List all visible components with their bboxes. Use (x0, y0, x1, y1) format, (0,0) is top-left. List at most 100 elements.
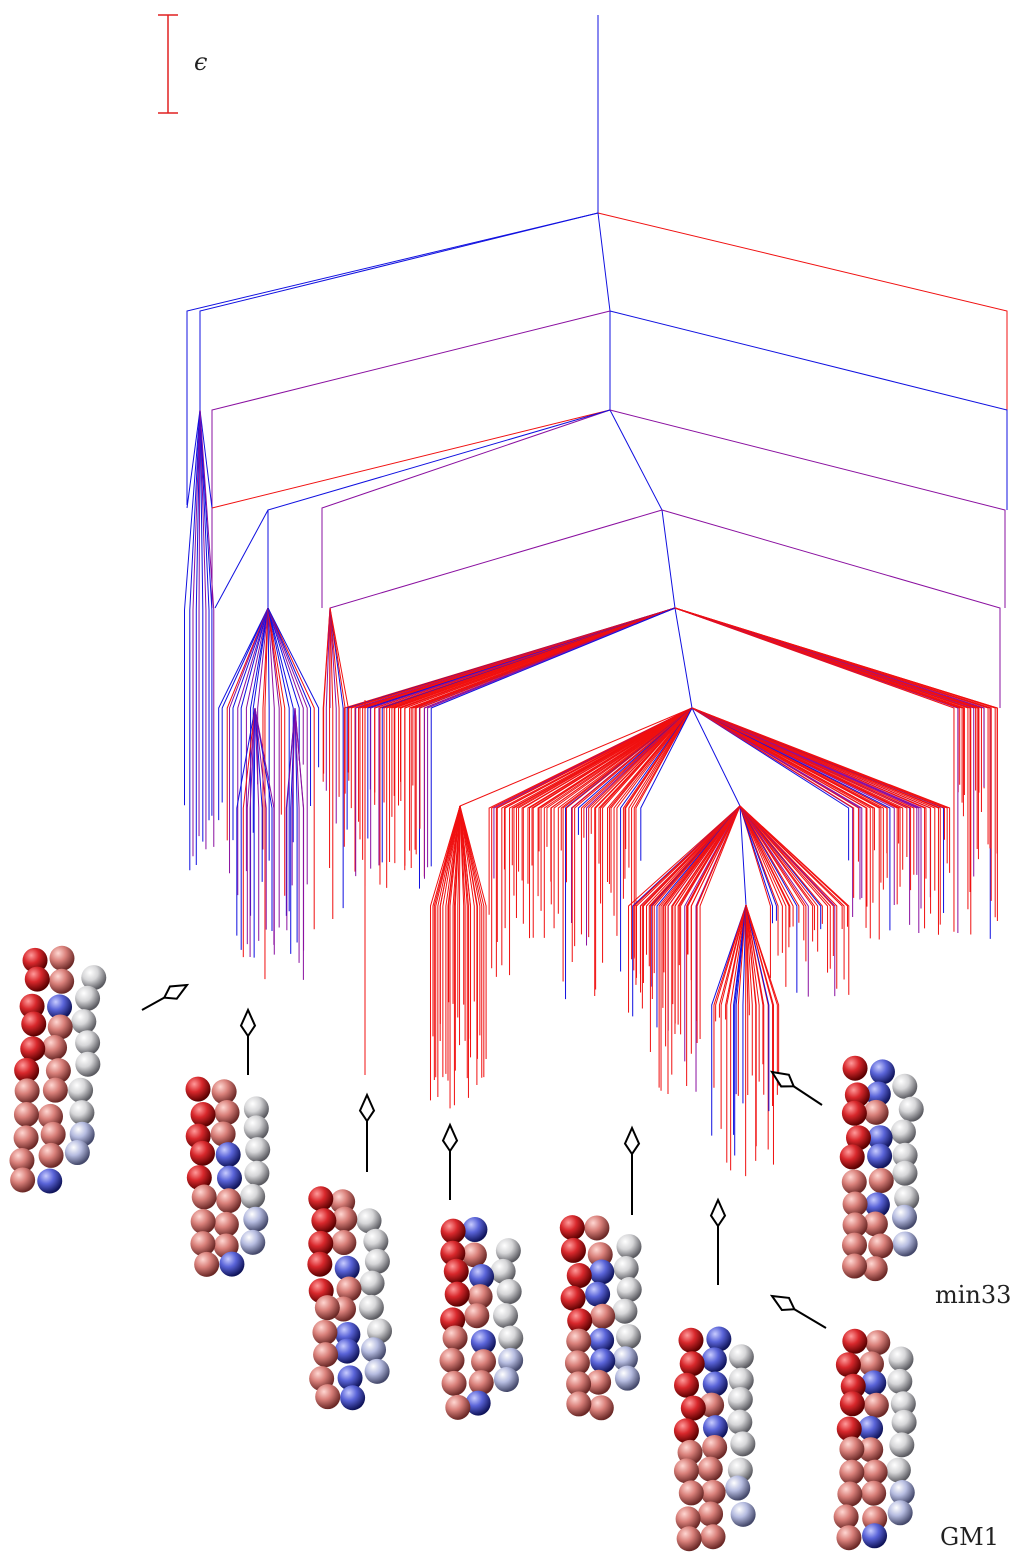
atom (464, 1303, 489, 1328)
atom (862, 1523, 887, 1548)
branch (254, 708, 255, 958)
structure (840, 1056, 924, 1281)
atom (861, 1481, 886, 1506)
atom (240, 1230, 265, 1255)
branch (379, 608, 675, 865)
atom (893, 1231, 918, 1256)
atom (842, 1329, 867, 1354)
atom (244, 1161, 269, 1186)
atom (891, 1119, 916, 1144)
atom (441, 1219, 466, 1244)
atom (864, 1393, 889, 1418)
atom (837, 1482, 862, 1507)
atom (331, 1230, 356, 1255)
branch (675, 608, 978, 859)
atom (14, 1125, 39, 1150)
arrow-head (625, 1128, 639, 1154)
atom (706, 1327, 731, 1352)
atom (589, 1395, 614, 1420)
branch (322, 410, 610, 608)
atom (42, 1035, 67, 1060)
atom (836, 1525, 861, 1550)
atom (887, 1369, 912, 1394)
atom (65, 1140, 90, 1165)
atom (899, 1097, 924, 1122)
atom (194, 1252, 219, 1277)
atom (839, 1460, 864, 1485)
atom (865, 1330, 890, 1355)
atom (702, 1435, 727, 1460)
atom (615, 1366, 640, 1391)
atom (69, 1100, 94, 1125)
atom (312, 1320, 337, 1345)
atom (868, 1233, 893, 1258)
branch (692, 708, 860, 899)
atom (843, 1056, 868, 1081)
atom (340, 1385, 365, 1410)
atom (14, 1102, 39, 1127)
branch (675, 608, 981, 812)
atom (37, 1169, 62, 1194)
branch (692, 708, 910, 925)
structure (560, 1215, 642, 1420)
arrow-head (443, 1125, 457, 1151)
atom (678, 1328, 703, 1353)
atom (728, 1387, 753, 1412)
arrow-head (772, 1296, 794, 1310)
branch (598, 213, 1007, 410)
atom (20, 1036, 45, 1061)
atom (886, 1458, 911, 1483)
branch (359, 608, 675, 822)
atom (211, 1121, 236, 1146)
atom (190, 1231, 215, 1256)
branch (268, 608, 269, 861)
atom (842, 1254, 867, 1279)
atom (244, 1115, 269, 1140)
branch (610, 311, 1007, 510)
atom (701, 1524, 726, 1549)
atom (191, 1209, 216, 1234)
atom (590, 1348, 615, 1373)
atom (616, 1324, 641, 1349)
atom (892, 1161, 917, 1186)
atom (892, 1205, 917, 1230)
structure (307, 1186, 392, 1410)
atom (681, 1396, 706, 1421)
atom (71, 1009, 96, 1034)
atom (701, 1480, 726, 1505)
atom (445, 1282, 470, 1307)
atom (566, 1329, 591, 1354)
atom (49, 946, 74, 971)
atom (561, 1238, 586, 1263)
atom (25, 967, 50, 992)
atom (43, 1078, 68, 1103)
atom (15, 1078, 40, 1103)
branch (399, 608, 675, 805)
atom (190, 1141, 215, 1166)
atom (842, 1170, 867, 1195)
atom (617, 1277, 642, 1302)
atom (560, 1215, 585, 1240)
atom (216, 1142, 241, 1167)
structures (9, 946, 923, 1551)
atom (192, 1185, 217, 1210)
atom (727, 1410, 752, 1435)
atom (680, 1351, 705, 1376)
atom (858, 1416, 883, 1441)
atom (243, 1207, 268, 1232)
atom (494, 1367, 519, 1392)
structure-label: min33 (935, 1281, 1011, 1309)
structure (186, 1077, 271, 1277)
atom (566, 1391, 591, 1416)
atom (359, 1295, 384, 1320)
branch (610, 410, 1005, 608)
atom (75, 1030, 100, 1055)
tree (185, 15, 1007, 1176)
atom (584, 1215, 609, 1240)
atom (590, 1304, 615, 1329)
atom (186, 1077, 211, 1102)
atom (440, 1348, 465, 1373)
branch (692, 708, 854, 898)
branch (268, 410, 610, 608)
atom (442, 1371, 467, 1396)
